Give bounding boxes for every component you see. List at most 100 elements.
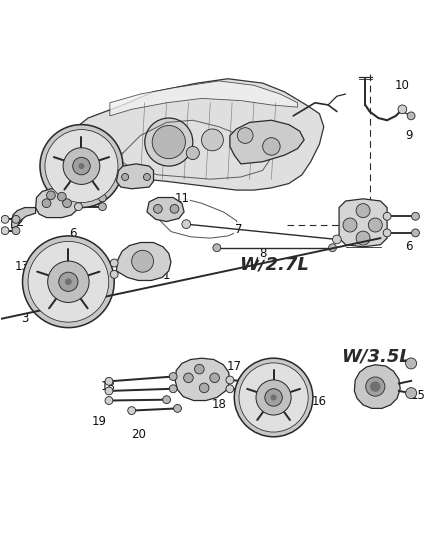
Circle shape	[173, 405, 181, 413]
Circle shape	[407, 112, 415, 120]
Circle shape	[63, 199, 71, 207]
Circle shape	[199, 383, 209, 393]
Text: W/2.7L: W/2.7L	[239, 255, 308, 273]
Circle shape	[186, 147, 199, 159]
Circle shape	[1, 227, 9, 235]
Circle shape	[87, 176, 94, 183]
Circle shape	[237, 128, 253, 143]
Circle shape	[406, 358, 417, 369]
Polygon shape	[110, 81, 297, 116]
Circle shape	[145, 118, 193, 166]
Circle shape	[110, 270, 118, 278]
Circle shape	[65, 278, 72, 285]
Circle shape	[105, 387, 113, 395]
Circle shape	[153, 205, 162, 213]
Circle shape	[356, 231, 370, 245]
Circle shape	[46, 191, 55, 200]
Circle shape	[105, 377, 113, 385]
Circle shape	[412, 229, 420, 237]
Text: 20: 20	[131, 428, 146, 441]
Polygon shape	[354, 365, 400, 408]
Circle shape	[12, 215, 20, 223]
Circle shape	[263, 138, 280, 155]
Circle shape	[74, 203, 82, 211]
Polygon shape	[117, 243, 171, 280]
Circle shape	[332, 235, 341, 244]
Circle shape	[22, 236, 114, 328]
Text: 6: 6	[405, 240, 413, 253]
Circle shape	[40, 125, 123, 207]
Circle shape	[194, 364, 204, 374]
Text: 3: 3	[21, 312, 28, 325]
Circle shape	[398, 105, 407, 114]
Circle shape	[226, 385, 234, 393]
Circle shape	[263, 387, 271, 395]
Circle shape	[383, 229, 391, 237]
Polygon shape	[35, 189, 78, 217]
Circle shape	[100, 176, 107, 183]
Circle shape	[110, 259, 118, 267]
Circle shape	[169, 373, 177, 381]
Circle shape	[383, 212, 391, 220]
Circle shape	[28, 241, 109, 322]
Text: W/3.5L: W/3.5L	[341, 347, 411, 365]
Text: 6: 6	[69, 227, 77, 240]
Circle shape	[201, 129, 223, 151]
Circle shape	[366, 377, 385, 396]
Circle shape	[99, 203, 106, 211]
Circle shape	[105, 397, 113, 405]
Text: 9: 9	[405, 129, 413, 142]
Circle shape	[213, 244, 221, 252]
Circle shape	[226, 376, 234, 384]
Circle shape	[265, 389, 283, 406]
Circle shape	[182, 220, 191, 229]
Text: 2: 2	[95, 251, 102, 264]
Circle shape	[256, 380, 291, 415]
Text: 8: 8	[259, 247, 266, 260]
Polygon shape	[147, 198, 184, 222]
Text: 13: 13	[14, 260, 29, 273]
Circle shape	[132, 251, 153, 272]
Circle shape	[42, 199, 51, 207]
Circle shape	[45, 130, 118, 203]
Text: 11: 11	[174, 192, 189, 205]
Text: 18: 18	[212, 398, 226, 410]
Circle shape	[86, 277, 94, 285]
Text: 4: 4	[102, 280, 109, 293]
Circle shape	[169, 385, 177, 393]
Polygon shape	[230, 120, 304, 164]
Circle shape	[12, 227, 20, 235]
Text: 16: 16	[312, 395, 327, 408]
Circle shape	[328, 244, 336, 252]
Text: 7: 7	[235, 223, 242, 236]
Circle shape	[48, 261, 89, 302]
Circle shape	[73, 157, 90, 175]
Circle shape	[239, 363, 308, 432]
Polygon shape	[44, 79, 324, 190]
Polygon shape	[117, 164, 153, 189]
Text: 10: 10	[395, 79, 410, 92]
Circle shape	[99, 194, 106, 202]
Circle shape	[268, 379, 276, 387]
Circle shape	[162, 395, 170, 403]
Circle shape	[152, 125, 185, 159]
Text: 14: 14	[81, 179, 95, 192]
Circle shape	[78, 163, 85, 169]
Circle shape	[170, 205, 179, 213]
Circle shape	[122, 174, 129, 181]
Text: 15: 15	[410, 389, 425, 402]
Text: 17: 17	[227, 360, 242, 374]
Circle shape	[368, 218, 382, 232]
Circle shape	[57, 192, 66, 201]
Text: 19: 19	[92, 415, 106, 428]
Polygon shape	[339, 199, 387, 247]
Circle shape	[184, 373, 193, 383]
Circle shape	[234, 358, 313, 437]
Circle shape	[63, 148, 100, 184]
Circle shape	[356, 204, 370, 217]
Circle shape	[412, 212, 420, 220]
Circle shape	[1, 215, 9, 223]
Polygon shape	[81, 168, 112, 190]
Text: 5: 5	[377, 208, 384, 221]
Circle shape	[128, 407, 136, 415]
